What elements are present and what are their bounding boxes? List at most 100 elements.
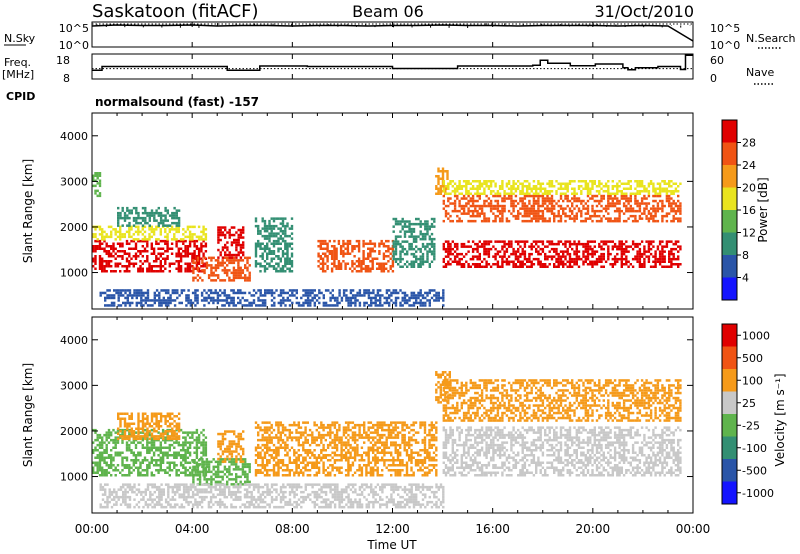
power-cell: [618, 245, 621, 248]
power-cell: [369, 260, 372, 263]
power-cell: [394, 245, 398, 248]
power-cell: [535, 212, 538, 215]
power-cell: [279, 234, 282, 238]
power-cell: [564, 245, 567, 248]
power-cell: [530, 190, 533, 193]
power-cell: [476, 194, 479, 198]
power-cell: [110, 230, 113, 234]
power-cell: [652, 187, 655, 190]
power-cell: [611, 240, 614, 243]
velocity-cell: [175, 437, 178, 441]
power-cell: [169, 296, 172, 300]
velocity-cell: [166, 435, 169, 438]
power-cell: [613, 257, 617, 261]
velocity-cell: [279, 433, 282, 437]
power-cell: [378, 267, 381, 270]
power-cell: [272, 242, 276, 245]
power-cell: [216, 291, 220, 295]
velocity-cell: [193, 446, 196, 449]
power-cell: [421, 255, 425, 258]
power-cell: [239, 259, 242, 262]
power-cell: [442, 294, 445, 297]
power-cell: [357, 245, 361, 248]
velocity-cell: [203, 478, 206, 481]
power-cell: [337, 239, 341, 243]
power-cell: [230, 241, 234, 244]
power-cell: [126, 296, 129, 300]
power-cell: [449, 180, 452, 183]
power-cell: [616, 209, 619, 213]
velocity-cell: [96, 433, 99, 437]
power-cell: [182, 242, 185, 245]
power-cell: [616, 197, 619, 200]
velocity-cell: [202, 443, 205, 447]
power-cell: [159, 265, 162, 268]
velocity-cell: [130, 432, 133, 435]
power-cell: [232, 269, 236, 272]
power-cell: [164, 291, 168, 295]
power-cell: [652, 207, 655, 210]
velocity-cell: [232, 468, 236, 471]
power-cell: [342, 250, 345, 253]
power-cell: [394, 217, 398, 221]
power-cell: [498, 219, 502, 223]
power-cell: [492, 263, 495, 266]
power-cell: [313, 294, 316, 297]
power-cell: [550, 190, 554, 193]
power-cell: [559, 192, 563, 195]
power-cell: [480, 207, 484, 210]
velocity-cell: [103, 471, 106, 474]
velocity-cell: [175, 451, 178, 454]
power-cell: [406, 265, 409, 268]
velocity-cell: [233, 440, 236, 443]
power-cell: [507, 245, 511, 248]
velocity-cell: [221, 435, 225, 438]
power-cell: [144, 291, 147, 295]
power-cell: [501, 255, 504, 258]
power-cell: [433, 294, 436, 297]
power-cell: [629, 194, 632, 198]
power-cell: [489, 199, 493, 203]
power-cell: [279, 217, 282, 220]
power-cell: [469, 204, 472, 208]
velocity-cell: [144, 412, 147, 415]
power-cell: [92, 179, 95, 182]
power-cell: [476, 187, 479, 190]
power-cell: [392, 301, 395, 305]
power-cell: [110, 247, 113, 250]
power-cell: [582, 242, 585, 246]
velocity-cell: [96, 469, 99, 472]
power-cell: [110, 225, 113, 229]
power-cell: [113, 294, 116, 297]
power-cell: [196, 274, 200, 277]
velocity-cell: [277, 441, 280, 444]
velocity-cell: [153, 430, 156, 433]
power-cell: [205, 299, 208, 302]
velocity-cell: [137, 435, 140, 438]
power-cell: [557, 242, 560, 246]
power-cell: [521, 197, 524, 200]
velocity-cell: [184, 431, 187, 434]
power-cell: [584, 212, 587, 215]
power-cell: [638, 190, 642, 193]
power-cell: [237, 266, 240, 270]
power-cell: [175, 228, 178, 231]
power-cell: [460, 219, 463, 223]
power-cell: [517, 212, 520, 215]
power-cell: [360, 262, 363, 265]
power-cell: [437, 296, 440, 300]
power-cell: [602, 265, 605, 268]
power-cell: [203, 304, 206, 307]
power-cell: [179, 252, 183, 255]
power-cell: [324, 301, 328, 305]
power-cell: [177, 219, 181, 222]
power-cell: [494, 199, 497, 203]
power-cell: [627, 250, 630, 253]
power-cell: [519, 192, 522, 195]
power-cell: [135, 291, 138, 295]
velocity-cell: [272, 428, 276, 432]
power-cell: [191, 265, 194, 268]
power-cell: [559, 257, 563, 261]
velocity-cell: [177, 425, 181, 428]
power-cell: [284, 262, 287, 265]
